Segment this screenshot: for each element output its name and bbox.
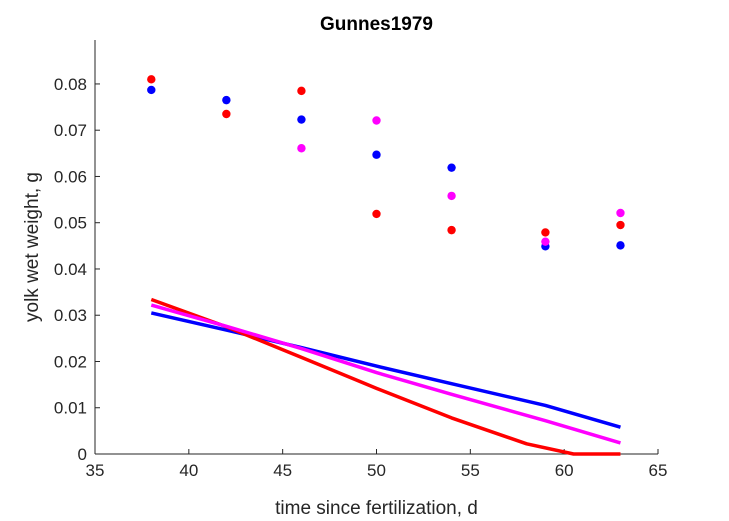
- fit-line-series-1: [150, 311, 621, 429]
- data-point-series-1: [372, 150, 381, 159]
- fit-line-series-2: [150, 297, 621, 456]
- fit-lines: [150, 297, 621, 456]
- data-point-series-2: [222, 109, 231, 119]
- x-tick-label: 55: [461, 461, 480, 480]
- data-point-series-3: [616, 208, 625, 218]
- y-tick-label: 0.04: [54, 260, 87, 279]
- y-tick-label: 0.05: [54, 214, 87, 233]
- data-point-series-1: [616, 241, 625, 250]
- fit-line-series-3: [150, 303, 621, 445]
- data-point-series-1: [297, 115, 306, 124]
- data-point-series-1: [447, 163, 456, 172]
- y-tick-label: 0.08: [54, 75, 87, 94]
- x-tick-label: 50: [367, 461, 386, 480]
- data-point-series-1: [147, 85, 156, 95]
- data-point-series-3: [297, 144, 306, 153]
- data-point-series-2: [447, 225, 456, 235]
- x-tick-label: 40: [179, 461, 198, 480]
- data-point-series-2: [297, 86, 306, 96]
- data-point-series-2: [616, 220, 625, 230]
- x-tick-label: 65: [649, 461, 668, 480]
- x-axis-label: time since fertilization, d: [275, 498, 478, 519]
- y-tick-label: 0.01: [54, 399, 87, 418]
- data-point-series-3: [447, 191, 456, 201]
- y-tick-label: 0.02: [54, 352, 87, 371]
- y-tick-label: 0.06: [54, 167, 87, 186]
- data-point-series-1: [222, 95, 231, 105]
- data-point-series-2: [541, 228, 550, 237]
- x-tick-label: 60: [555, 461, 574, 480]
- axes: 35 40 45 50 55 60 65 0 0.01 0.02 0.03 0.04 0.05 0.06 0…: [54, 40, 668, 480]
- y-tick-label: 0.03: [54, 306, 87, 325]
- data-point-series-3: [541, 237, 550, 246]
- y-tick-label: 0.07: [54, 121, 87, 140]
- chart-title: Gunnes1979: [320, 14, 433, 35]
- data-point-series-2: [147, 75, 156, 84]
- x-tick-label: 35: [86, 461, 105, 480]
- y-tick-label: 0: [78, 445, 87, 464]
- data-point-series-2: [372, 209, 381, 219]
- y-axis-label: yolk wet weight, g: [22, 172, 43, 322]
- data-point-series-3: [372, 116, 381, 125]
- x-tick-label: 45: [273, 461, 292, 480]
- data-points: [147, 75, 625, 251]
